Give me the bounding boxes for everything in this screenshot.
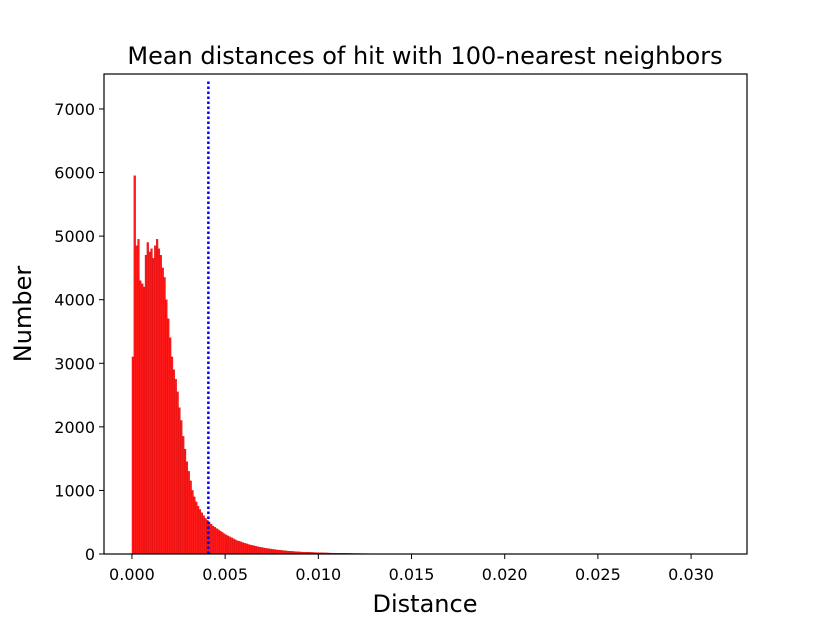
- y-tick-label: 1000: [54, 481, 95, 500]
- histogram-bar: [258, 546, 261, 555]
- histogram-bar: [217, 529, 220, 555]
- histogram-bar: [146, 242, 149, 555]
- x-tick-label: 0.020: [482, 565, 528, 584]
- histogram-bar: [275, 549, 278, 555]
- histogram-bar: [260, 547, 263, 555]
- histogram-bar: [273, 549, 276, 555]
- histogram-bar: [221, 532, 224, 555]
- y-tick-label: 5000: [54, 227, 95, 246]
- histogram-bar: [267, 548, 271, 555]
- histogram-bar: [252, 545, 256, 555]
- histogram-bar: [176, 391, 179, 555]
- x-tick-label: 0.010: [295, 565, 341, 584]
- histogram-bar: [163, 277, 166, 555]
- histogram-bar: [230, 537, 233, 555]
- histogram-bar: [167, 318, 170, 555]
- histogram-bar: [202, 515, 205, 555]
- histogram-bar: [264, 548, 267, 555]
- histogram-bar: [165, 299, 168, 555]
- histogram-bar: [197, 506, 200, 555]
- y-tick-label: 6000: [54, 164, 95, 183]
- histogram-bar: [172, 369, 175, 555]
- histogram-bar: [174, 379, 177, 555]
- histogram-bar: [243, 543, 246, 555]
- histogram-bar: [170, 356, 174, 555]
- histogram-bar: [137, 239, 140, 555]
- x-tick-label: 0.015: [389, 565, 435, 584]
- y-axis-label: Number: [9, 266, 37, 363]
- histogram-bar: [144, 255, 148, 555]
- histogram-bar: [195, 501, 198, 555]
- x-tick-label: 0.030: [668, 565, 714, 584]
- histogram-bar: [247, 544, 250, 555]
- y-tick-label: 0: [85, 545, 95, 564]
- histogram-bar: [191, 490, 194, 555]
- histogram-bar: [210, 523, 213, 555]
- histogram-bar: [245, 543, 248, 555]
- y-tick-label: 4000: [54, 291, 95, 310]
- x-axis-ticks: 0.000 0.005 0.010 0.015 0.020 0.025 0.030: [109, 554, 714, 584]
- chart-title: Mean distances of hit with 100-nearest n…: [127, 42, 722, 70]
- histogram-bar: [189, 480, 192, 555]
- histogram-bar: [178, 407, 181, 555]
- histogram-bar: [169, 337, 172, 555]
- x-tick-label: 0.000: [109, 565, 155, 584]
- histogram-bar: [204, 518, 207, 555]
- histogram-bar: [228, 536, 231, 555]
- x-axis-label: Distance: [373, 590, 478, 618]
- histogram-bar: [236, 540, 239, 555]
- histogram-bar: [142, 286, 146, 555]
- histogram-bars: [131, 175, 725, 555]
- histogram-bar: [157, 248, 161, 555]
- histogram-bar: [187, 471, 190, 555]
- histogram-bar: [156, 239, 159, 555]
- histogram-bar: [135, 245, 138, 555]
- histogram-bar: [185, 461, 189, 555]
- histogram-bar: [224, 534, 228, 555]
- histogram-bar: [226, 535, 230, 555]
- x-tick-label: 0.025: [575, 565, 621, 584]
- histogram-bar: [180, 420, 183, 555]
- y-tick-label: 7000: [54, 100, 95, 119]
- histogram-bar: [200, 512, 203, 555]
- histogram-bar: [219, 530, 222, 555]
- y-tick-label: 3000: [54, 354, 95, 373]
- histogram-bar: [254, 546, 257, 555]
- histogram-bar: [198, 509, 202, 555]
- histogram-bar: [183, 448, 187, 555]
- histogram-bar: [193, 496, 196, 555]
- histogram-bar: [150, 248, 153, 555]
- histogram-bar: [256, 546, 259, 555]
- histogram-bar: [265, 548, 269, 555]
- histogram-bar: [232, 538, 235, 555]
- histogram-bar: [215, 528, 218, 555]
- histogram-bar: [271, 549, 274, 555]
- histogram-bar: [223, 533, 226, 555]
- histogram-bar: [152, 258, 155, 555]
- histogram-bar: [139, 280, 142, 555]
- histogram-bar: [148, 251, 151, 555]
- histogram-bar: [251, 545, 254, 555]
- histogram-bar: [238, 541, 241, 555]
- histogram-bar: [234, 539, 237, 555]
- histogram-bar: [159, 255, 162, 555]
- histogram-bar: [249, 544, 252, 555]
- y-tick-label: 2000: [54, 418, 95, 437]
- histogram-bar: [262, 547, 265, 555]
- histogram-bar: [131, 356, 134, 555]
- histogram-bar: [239, 541, 243, 555]
- histogram-bar: [213, 527, 216, 555]
- histogram-bar: [182, 436, 185, 555]
- histogram-bar: [269, 548, 272, 555]
- histogram-bar: [241, 542, 244, 555]
- histogram-bar: [141, 283, 144, 555]
- plot-frame: [103, 73, 748, 555]
- histogram-bar: [154, 245, 157, 555]
- x-tick-label: 0.005: [202, 565, 248, 584]
- histogram-bar: [161, 267, 164, 555]
- histogram-bar: [211, 525, 215, 555]
- histogram-bar: [133, 175, 136, 555]
- y-axis-ticks: 0 1000 2000 3000 4000 5000 6000 7000: [54, 100, 104, 564]
